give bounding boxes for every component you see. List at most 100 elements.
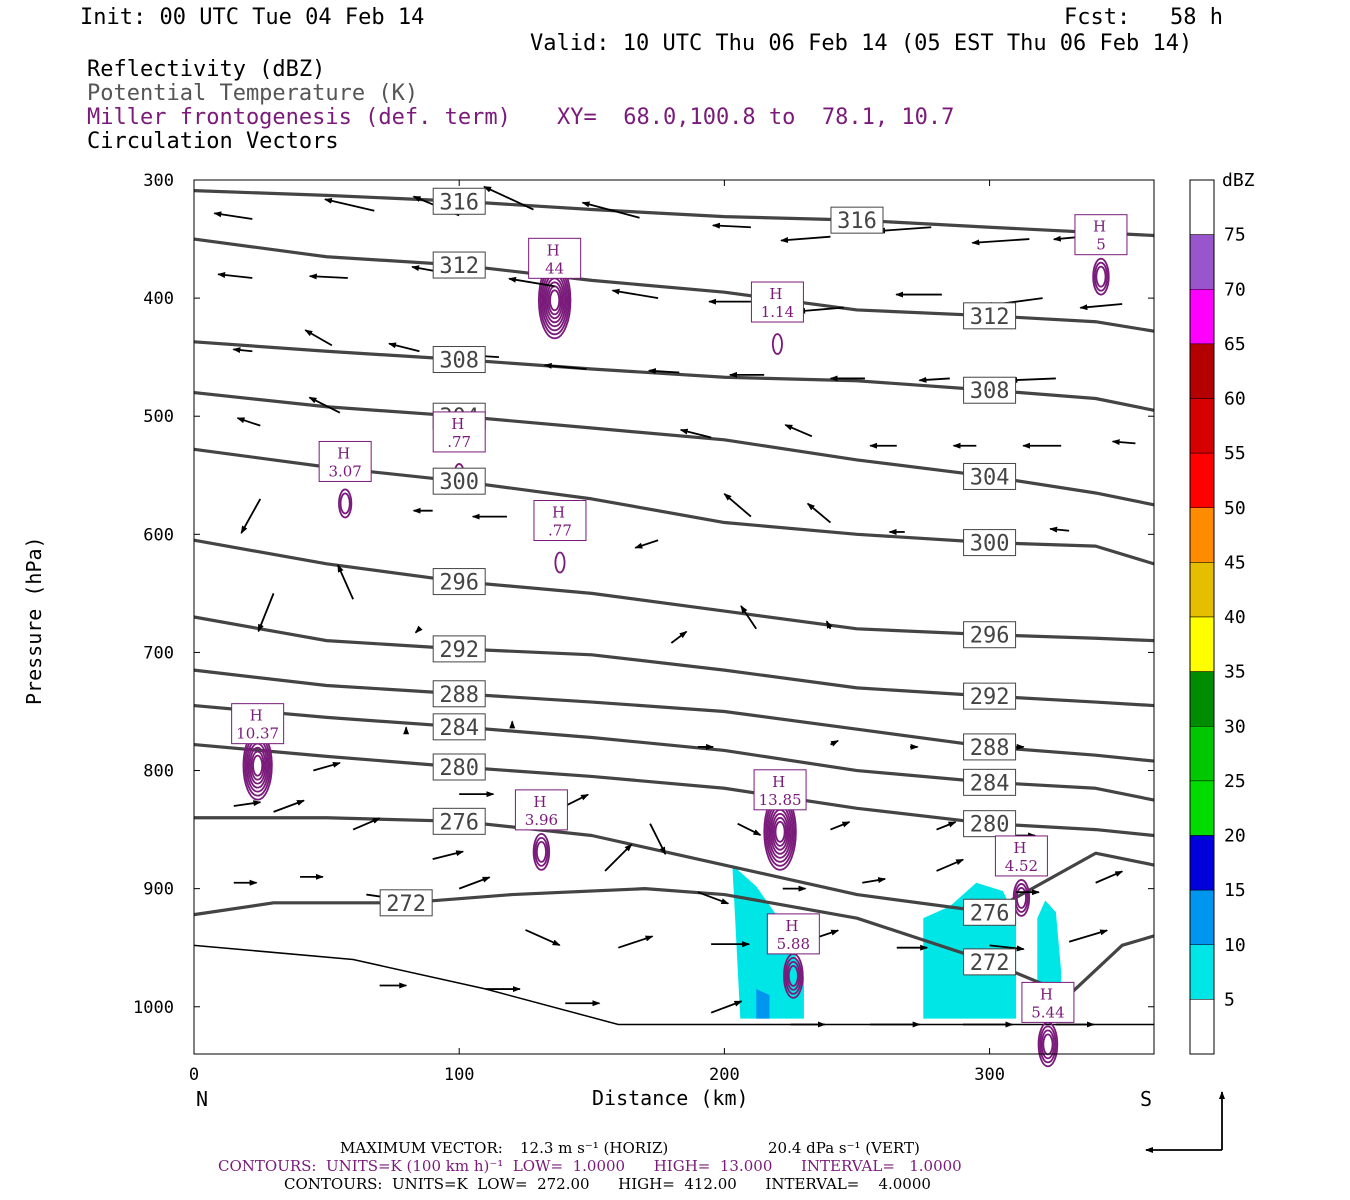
theta-label: 316 (439, 190, 479, 215)
colorbar-tick-label: 65 (1224, 334, 1246, 355)
circulation-vector (611, 288, 659, 299)
theta-label: 272 (386, 892, 426, 917)
theta-label: 276 (970, 901, 1010, 926)
contours-theta: CONTOURS: UNITS=K LOW= 272.00 HIGH= 412.… (284, 1175, 931, 1193)
frontogenesis-max-value: 5.88 (777, 935, 810, 953)
theta-label-box (963, 529, 1017, 557)
colorbar-segment (1189, 398, 1215, 454)
frontogenesis-contour (250, 750, 265, 781)
theta-label-box (963, 621, 1017, 649)
theta-label-box (432, 680, 486, 708)
circulation-vector (1049, 526, 1070, 533)
colorbar-tick-label: 55 (1224, 443, 1246, 464)
circulation-vector (780, 235, 831, 243)
circulation-vector (618, 935, 654, 949)
y-tick-label: 600 (143, 525, 174, 545)
frontogenesis-contour (549, 289, 561, 312)
y-tick-label: 400 (143, 289, 174, 309)
frontogenesis-max-h: H (1093, 218, 1106, 236)
theta-label-box (963, 462, 1017, 490)
theta-label-box (963, 948, 1017, 976)
x-axis-label: Distance (km) (592, 1086, 749, 1110)
theta-label-box (432, 187, 486, 215)
colorbar-segment (1189, 562, 1215, 618)
circulation-vector (1009, 377, 1056, 384)
frontogenesis-contour (771, 333, 783, 355)
north-label: N (196, 1087, 209, 1111)
theta-contour (193, 340, 1155, 412)
circulation-vector (337, 564, 354, 600)
frontogenesis-contour (1039, 1025, 1057, 1064)
max-vector-label: MAXIMUM VECTOR: (340, 1139, 503, 1157)
colorbar-segment (1189, 234, 1215, 290)
colorbar-tick-label: 20 (1224, 826, 1246, 847)
field-theta: Potential Temperature (K) (87, 81, 419, 106)
frontogenesis-max-box (750, 281, 804, 323)
frontogenesis-contour (1092, 257, 1110, 296)
circulation-vector (634, 539, 659, 549)
circulation-vector (257, 593, 275, 633)
frontogenesis-max-value: .77 (548, 522, 572, 540)
circulation-vector (710, 1000, 743, 1014)
frontogenesis-contour (772, 816, 788, 847)
circulation-vector (737, 822, 762, 836)
colorbar-segment (1189, 726, 1215, 782)
frontogenesis-max-value: 44 (545, 259, 564, 277)
theta-label-box (963, 682, 1017, 710)
theta-label: 292 (970, 685, 1010, 710)
frontogenesis-max-value: 4.52 (1005, 857, 1038, 875)
circulation-vector (806, 502, 832, 524)
theta-label-box (963, 810, 1017, 838)
circulation-vector (581, 201, 640, 219)
frontogenesis-contour (1042, 1033, 1054, 1056)
frontogenesis-contour (1040, 1029, 1056, 1060)
frontogenesis-contour (1093, 261, 1109, 292)
theta-label-box (963, 302, 1017, 330)
circulation-vector (240, 498, 262, 534)
theta-label-box (963, 376, 1017, 404)
frontogenesis-max-h: H (250, 707, 263, 725)
y-axis-label: Pressure (hPa) (22, 536, 46, 705)
frontogenesis-max-h: H (1040, 985, 1053, 1003)
circulation-vector (797, 306, 844, 314)
circulation-vector (711, 222, 751, 229)
frontogenesis-max-box (753, 769, 807, 811)
frontogenesis-max-box (1021, 981, 1075, 1023)
colorbar-frame (1189, 179, 1215, 1055)
theta-label-box (432, 467, 486, 495)
frontogenesis-max-value: 5.44 (1031, 1003, 1064, 1021)
colorbar-tick-label: 10 (1224, 935, 1246, 956)
circulation-vector (483, 185, 534, 211)
colorbar-tick-label: 5 (1224, 989, 1235, 1010)
circulation-vector (697, 891, 730, 905)
frontogenesis-contour (787, 964, 799, 987)
colorbar-segment (1189, 179, 1215, 235)
south-label: S (1140, 1087, 1153, 1111)
theta-label-box (963, 768, 1017, 796)
circulation-vector (233, 800, 262, 807)
frontogenesis-max-box (1074, 214, 1128, 256)
frontogenesis-max-h: H (533, 793, 546, 811)
circulation-vector (784, 424, 813, 438)
frontogenesis-max-value: 1.14 (761, 303, 794, 321)
theta-contour (193, 538, 1155, 643)
colorbar-tick-label: 70 (1224, 279, 1246, 300)
circulation-vector (388, 342, 420, 353)
colorbar-segment (1189, 671, 1215, 727)
theta-contour (193, 742, 1155, 838)
colorbar-tick-label: 40 (1224, 607, 1246, 628)
theta-label: 308 (439, 349, 479, 374)
frontogenesis-max-box (766, 913, 820, 955)
frontogenesis-max-box (994, 835, 1048, 877)
frontogenesis-contour (545, 281, 564, 320)
frontogenesis-max-box (528, 237, 582, 279)
frontogenesis-contour (786, 960, 801, 991)
plot-frame (193, 179, 1155, 1055)
y-tick-label: 900 (143, 880, 174, 900)
colorbar-segment (1189, 780, 1215, 836)
colorbar-tick-label: 35 (1224, 662, 1246, 683)
frontogenesis-max-box (533, 500, 587, 542)
colorbar-tick-label: 50 (1224, 498, 1246, 519)
circulation-vector (862, 877, 887, 884)
circulation-vector (918, 376, 950, 383)
